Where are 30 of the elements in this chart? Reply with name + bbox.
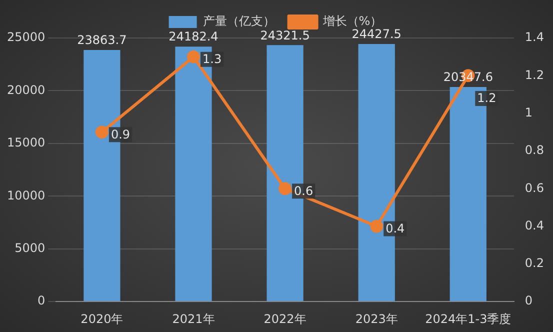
y2-tick-label: 0.4	[524, 218, 544, 232]
x-tick-label: 2020年	[80, 312, 124, 326]
y2-tick-label: 0	[524, 294, 533, 308]
data-label: 23863.7	[77, 33, 127, 48]
y-tick-label: 15000	[6, 136, 46, 150]
data-label: 0.9	[110, 127, 130, 142]
x-tick-label: 2024年1-3季度	[425, 312, 512, 326]
data-label: 24427.5	[352, 27, 402, 42]
y-tick-label: 25000	[6, 30, 46, 44]
data-label: 0.4	[386, 221, 405, 236]
x-tick-label: 2022年	[264, 312, 306, 326]
y2-tick-label: 1.2	[524, 68, 544, 82]
data-label: 1.2	[477, 91, 496, 106]
y2-tick-label: 1.4	[524, 30, 544, 44]
data-label: 24321.5	[260, 28, 310, 42]
y2-tick-label: 1	[524, 105, 533, 120]
data-label: 0.6	[294, 184, 314, 198]
y-tick-label: 5000	[14, 241, 46, 256]
y2-tick-label: 0.2	[524, 256, 544, 270]
data-label: 24182.4	[168, 30, 218, 44]
y-tick-label: 20000	[6, 82, 46, 97]
y-tick-label: 10000	[6, 188, 46, 202]
data-label: 1.3	[202, 52, 222, 66]
x-tick-label: 2023年	[355, 312, 398, 326]
legend-label: 产量（亿支）	[202, 14, 275, 28]
legend-label: 增长（%）	[322, 14, 382, 28]
x-tick-label: 2021年	[172, 312, 215, 326]
y2-tick-label: 0.8	[524, 143, 544, 158]
y2-tick-label: 0.6	[524, 180, 544, 195]
y-tick-label: 0	[38, 294, 46, 308]
